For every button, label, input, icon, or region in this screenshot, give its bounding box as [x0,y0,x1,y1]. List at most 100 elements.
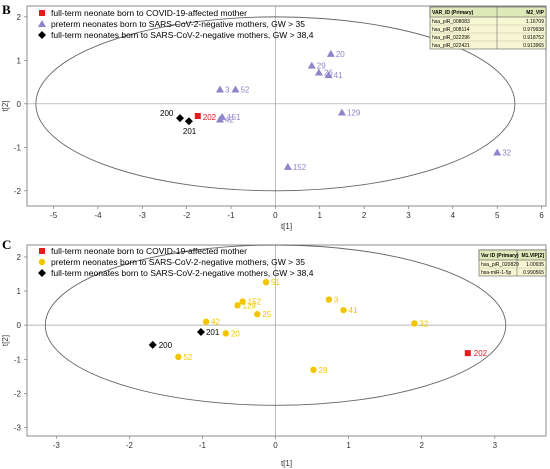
data-point [326,49,335,57]
point-label: 151 [227,113,241,122]
point-label: 51 [271,278,280,287]
data-point [196,327,205,336]
vip-table-cell: 1.00935 [526,262,544,268]
y-tick-label: -1 [14,143,22,152]
data-point [283,162,292,170]
data-point [222,330,230,337]
point-label: 52 [183,353,192,362]
x-tick-label: 3 [493,441,498,450]
point-label: 42 [211,318,220,327]
x-tick-label: 1 [318,211,323,220]
vip-table-cell: 0.979938 [523,27,544,33]
point-label: 152 [293,163,307,172]
x-tick-label: -2 [183,211,191,220]
panel-c: C -3 -2 -1 0 1 2 3 -3 -2 -1 0 1 2 t[1] t[2] 202 51 3 152129… [1,237,547,468]
point-label: 200 [159,341,173,350]
point-label: 32 [419,319,428,328]
series-triangle: 202926413521291514215232 [215,49,512,172]
data-point [307,61,316,69]
y-tick-label: 0 [17,100,22,109]
legend-marker [39,248,45,254]
y-axis-label: t[2] [1,335,10,346]
y-tick-label: -2 [14,187,22,196]
point-label: 32 [502,149,511,158]
point-label: 201 [183,127,197,136]
data-point [411,320,418,327]
x-tick-label: 0 [273,211,278,220]
vip-table: VAR_ID (Primary) M2_VIP hsa_piR_008083 1.16… [429,6,547,50]
point-label: 201 [206,328,220,337]
x-tick-label: 0 [273,441,278,450]
point-label: 129 [243,301,257,310]
data-point [314,68,323,76]
x-tick-label: 2 [362,211,367,220]
x-tick-label: 4 [451,211,456,220]
legend-marker [38,31,46,39]
legend-marker [38,258,46,266]
series-diamond: 200 201 [160,109,197,136]
data-point [310,366,317,374]
data-point [176,114,185,123]
vip-table-cell: hsa-miR-1-5p [481,270,512,276]
data-point [215,115,224,123]
x-tick-label: -3 [53,441,61,450]
point-label: 152 [248,298,262,307]
vip-table-header: VAR_ID (Primary) [432,10,474,16]
x-tick-label: -2 [126,441,134,450]
series-square: 202 [464,349,488,358]
legend-label: full-term neonate born to COVID-19-affec… [51,246,247,256]
y-tick-label: -3 [14,423,22,432]
vip-table-header: M1.VIP[2] [521,253,544,259]
x-tick-label: -1 [227,211,235,220]
point-label: 42 [225,115,234,124]
legend-label: full-term neonates born to SARS-CoV-2-ne… [51,30,314,40]
data-point [215,85,224,93]
vip-table-cell: hsa_piR_022296 [432,35,470,41]
x-tick-label: -5 [50,211,58,220]
vip-table-cell: hsa_piR_020829 [481,262,519,268]
panel-b: B -5 -4 -3 -2 -1 0 1 2 3 4 5 6 -2 -1 0 1 2 t[1] t[2] 202 20 29… [1,2,547,231]
vip-table-header: M2_VIP [526,10,544,16]
point-label: 25 [262,310,271,319]
vip-table-cell: hsa_piR_022421 [432,43,470,49]
panel-letter: B [2,2,11,17]
series-diamond: 201 200 [148,327,220,350]
vip-table-cell: hsa_piR_008083 [432,19,470,25]
point-label: 41 [334,71,343,80]
point-label: 28 [319,366,328,375]
legend-label: preterm neonates born to SARS-CoV-2-nega… [51,19,305,29]
point-label: 20 [336,50,345,59]
x-tick-label: 3 [406,211,411,220]
data-point [493,148,502,156]
x-tick-label: 5 [495,211,500,220]
y-tick-label: -2 [14,389,22,398]
y-tick-label: 0 [17,321,22,330]
confidence-ellipse [44,244,507,406]
point-label: 200 [160,109,174,118]
legend-label: full-term neonate born to COVID-19-affec… [51,8,247,18]
legend: full-term neonate born to COVID-19-affec… [38,8,314,40]
vip-table-cell: hsa_piR_008114 [432,27,470,33]
legend-label: preterm neonates born to SARS-CoV-2-nega… [51,257,305,267]
point-label: 129 [347,109,361,118]
data-point [239,298,246,305]
legend-marker [39,10,45,16]
x-tick-label: 1 [346,441,351,450]
point-label: 3 [225,85,230,94]
data-point [194,113,201,119]
x-axis-label: t[1] [281,222,292,231]
point-label: 29 [317,62,326,71]
vip-table-cell: 1.16709 [526,19,544,25]
data-point [175,353,182,361]
legend-label: full-term neonates born to SARS-CoV-2-ne… [51,268,314,278]
y-tick-label: -1 [14,355,22,364]
series-square: 202 [194,113,217,122]
y-axis-label: t[2] [1,100,10,111]
y-tick-label: 2 [17,13,22,22]
vip-table-cell: 0.990565 [523,270,544,276]
data-point [202,318,210,325]
x-tick-label: -3 [139,211,147,220]
x-axis-label: t[1] [281,459,292,468]
